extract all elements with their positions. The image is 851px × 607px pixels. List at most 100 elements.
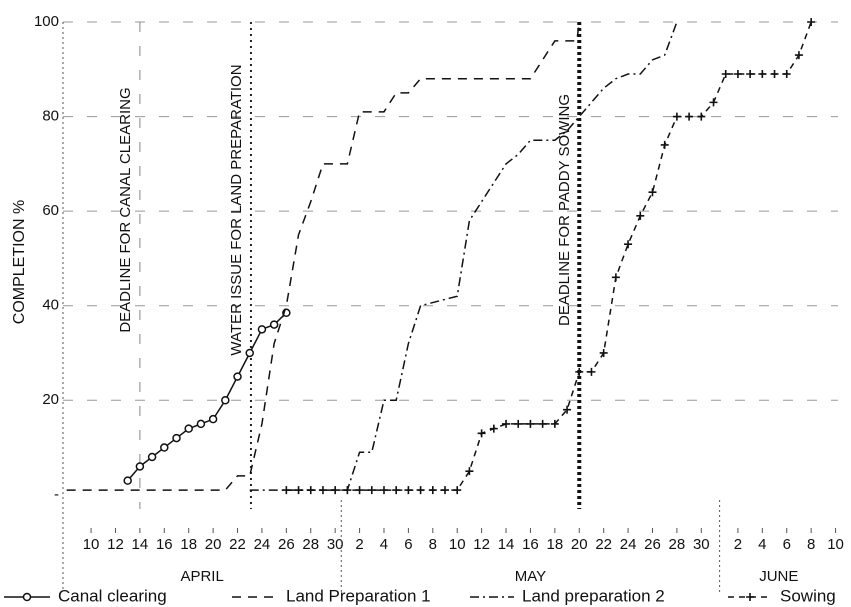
series-line <box>249 21 678 491</box>
marker <box>746 70 755 79</box>
marker <box>697 112 706 121</box>
marker <box>331 486 340 495</box>
legend-label: Land preparation 2 <box>522 586 665 605</box>
x-tick-label: 28 <box>669 536 686 553</box>
marker <box>245 348 254 358</box>
marker <box>233 372 242 381</box>
x-tick-label: 2 <box>355 536 363 553</box>
x-tick-label: 26 <box>644 536 661 553</box>
x-tick-label: 24 <box>620 536 637 553</box>
marker <box>807 18 816 26</box>
y-tick-label: 60 <box>42 202 59 219</box>
marker <box>758 70 767 79</box>
month-label: JUNE <box>759 568 798 585</box>
marker <box>624 240 633 249</box>
marker <box>269 320 279 329</box>
x-tick-label: 6 <box>783 536 791 553</box>
legend-label: Sowing <box>780 586 836 605</box>
x-tick-label: 10 <box>827 536 844 553</box>
marker <box>147 452 157 462</box>
marker <box>184 424 193 433</box>
x-tick-label: 26 <box>278 536 295 553</box>
x-tick-label: 8 <box>429 536 437 553</box>
marker <box>575 367 584 376</box>
x-tick-label: 30 <box>693 536 710 553</box>
marker <box>477 429 486 438</box>
marker <box>257 325 267 334</box>
x-tick-label: 16 <box>156 536 173 553</box>
marker <box>379 486 388 495</box>
y-tick-label: - <box>54 486 59 503</box>
marker <box>538 419 547 428</box>
legend-marker <box>22 592 32 602</box>
marker <box>770 70 779 79</box>
annotation-text: DEADLINE FOR CANAL CLEARING <box>117 87 134 332</box>
month-label: MAY <box>515 568 546 585</box>
marker <box>709 98 718 107</box>
x-tick-label: 30 <box>327 536 344 553</box>
marker <box>318 486 327 495</box>
x-tick-label: 4 <box>380 536 388 553</box>
x-tick-label: 16 <box>522 536 539 553</box>
marker <box>306 486 315 495</box>
x-tick-label: 20 <box>571 536 588 553</box>
marker <box>587 367 596 376</box>
marker <box>392 486 401 495</box>
marker <box>208 414 218 424</box>
x-tick-label: 28 <box>302 536 319 553</box>
y-tick-label: 40 <box>42 297 59 314</box>
x-tick-label: 2 <box>734 536 742 553</box>
marker <box>721 70 730 79</box>
y-axis-label: COMPLETION % <box>11 200 28 324</box>
y-tick-label: 80 <box>42 108 59 125</box>
annotation-text: DEADLINE FOR PADDY SOWING <box>556 94 573 326</box>
marker <box>733 70 742 79</box>
x-tick-label: 18 <box>547 536 564 553</box>
marker <box>294 486 303 495</box>
x-tick-label: 14 <box>498 536 515 553</box>
marker <box>343 486 352 495</box>
x-tick-label: 14 <box>132 536 149 553</box>
marker <box>404 486 413 495</box>
marker <box>502 419 511 428</box>
marker <box>135 462 145 471</box>
marker <box>672 112 681 121</box>
legend-marker <box>746 593 754 601</box>
month-label: APRIL <box>180 568 223 585</box>
x-tick-label: 8 <box>807 536 815 553</box>
x-tick-label: 4 <box>758 536 766 553</box>
marker <box>636 211 645 220</box>
marker <box>685 112 694 121</box>
x-tick-label: 24 <box>254 536 271 553</box>
marker <box>367 486 376 495</box>
marker <box>782 70 791 79</box>
annotation-text: WATER ISSUE FOR LAND PREPARATION <box>228 64 245 355</box>
series-line <box>286 21 812 491</box>
x-tick-label: 22 <box>595 536 612 553</box>
marker <box>611 273 620 282</box>
marker <box>489 424 498 433</box>
marker <box>465 467 474 476</box>
x-tick-label: 12 <box>473 536 490 553</box>
x-tick-label: 6 <box>404 536 412 553</box>
marker <box>196 419 206 429</box>
x-tick-label: 18 <box>180 536 197 553</box>
marker <box>123 476 132 485</box>
marker <box>514 419 523 428</box>
x-tick-label: 12 <box>107 536 124 553</box>
marker <box>550 419 559 428</box>
marker <box>160 443 169 452</box>
x-tick-label: 10 <box>449 536 466 553</box>
marker <box>563 405 572 414</box>
marker <box>221 396 230 405</box>
x-tick-label: 20 <box>205 536 222 553</box>
marker <box>355 486 364 495</box>
y-tick-label: 100 <box>34 13 59 30</box>
marker <box>441 486 450 495</box>
marker <box>282 486 291 495</box>
x-tick-label: 22 <box>229 536 246 553</box>
x-tick-label: 10 <box>83 536 100 553</box>
y-tick-label: 20 <box>42 391 59 408</box>
marker <box>794 51 803 60</box>
